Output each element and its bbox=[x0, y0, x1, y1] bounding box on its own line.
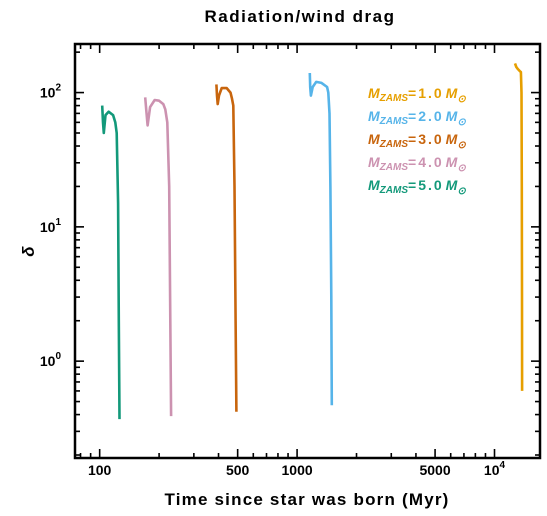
x-tick-label: 104 bbox=[484, 460, 506, 478]
series-line-4 bbox=[143, 97, 173, 417]
x-axis-label: Time since star was born (Myr) bbox=[164, 490, 449, 509]
x-tick-label: 100 bbox=[88, 462, 112, 478]
y-tick-label: 101 bbox=[40, 217, 62, 235]
plot-area bbox=[100, 62, 524, 420]
series-line-2 bbox=[308, 72, 334, 406]
legend: MZAMS=1.0 M⊙ MZAMS=2.0 M⊙ MZAMS=3.0 M⊙ MZAMS=4… bbox=[368, 85, 466, 197]
y-tick-label: 100 bbox=[40, 351, 62, 369]
axis-ticks: 100 500 1000 5000 104 100 101 102 bbox=[40, 44, 540, 478]
x-tick-label: 5000 bbox=[419, 462, 450, 478]
y-tick-label: 102 bbox=[40, 83, 62, 101]
x-tick-label: 1000 bbox=[282, 462, 313, 478]
legend-entry-1: MZAMS=1.0 M⊙ bbox=[368, 85, 466, 105]
series-line-3 bbox=[215, 84, 238, 412]
chart-title: Radiation/wind drag bbox=[205, 7, 396, 26]
series-line-1 bbox=[513, 62, 524, 391]
legend-entry-4: MZAMS=4.0 M⊙ bbox=[368, 154, 466, 174]
x-tick-label: 500 bbox=[226, 462, 250, 478]
legend-entry-2: MZAMS=2.0 M⊙ bbox=[368, 108, 466, 128]
legend-entry-3: MZAMS=3.0 M⊙ bbox=[368, 131, 466, 151]
series-line-5 bbox=[100, 105, 121, 420]
plot-frame bbox=[73, 42, 542, 460]
y-axis-label: δ bbox=[19, 245, 38, 257]
legend-entry-5: MZAMS=5.0 M⊙ bbox=[368, 177, 466, 197]
